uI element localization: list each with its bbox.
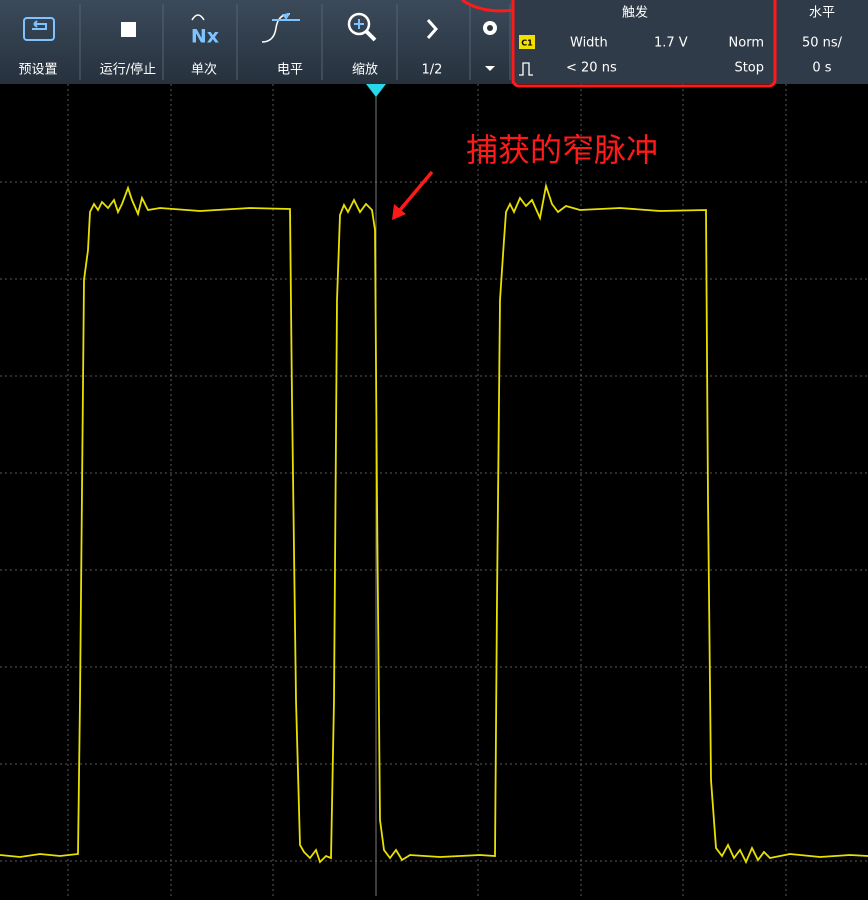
trigger-condition: < 20 ns bbox=[566, 61, 617, 76]
trigger-type: Width bbox=[570, 36, 608, 51]
trigger-state: Stop bbox=[734, 61, 764, 76]
button-label: 单次 bbox=[191, 62, 217, 78]
button-label: 1/2 bbox=[422, 63, 443, 78]
button-label: 运行/停止 bbox=[100, 62, 156, 78]
annotation-arrow bbox=[400, 172, 432, 210]
horizontal-position: 0 s bbox=[812, 61, 831, 76]
waveform bbox=[0, 186, 868, 862]
trigger-marker bbox=[366, 84, 386, 97]
icon-text: Nx bbox=[191, 26, 219, 48]
trigger-level: 1.7 V bbox=[654, 36, 688, 51]
button-label: 预设置 bbox=[18, 63, 57, 78]
page: 预设置 运行/停止 Nx 单次 电平 缩放 1/2 触发 C1 Width 1.… bbox=[0, 0, 868, 896]
scope-screen: 预设置 运行/停止 Nx 单次 电平 缩放 1/2 触发 C1 Width 1.… bbox=[0, 0, 868, 896]
horizontal-title: 水平 bbox=[809, 6, 835, 21]
trigger-title: 触发 bbox=[622, 5, 648, 21]
button-label: 缩放 bbox=[352, 62, 378, 78]
grid bbox=[0, 84, 868, 896]
channel: C1 bbox=[521, 39, 533, 48]
annotation: 捕获的窄脉冲 bbox=[466, 131, 658, 169]
trigger-mode: Norm bbox=[729, 36, 764, 51]
button-label: 电平 bbox=[277, 63, 303, 78]
horizontal-scale: 50 ns/ bbox=[802, 36, 843, 51]
